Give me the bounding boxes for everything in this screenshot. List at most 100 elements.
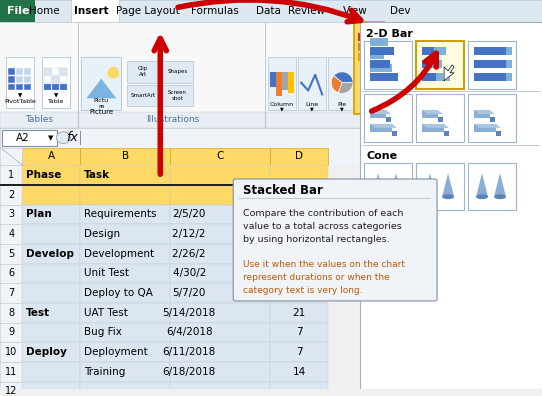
Bar (288, 72, 294, 93)
Bar (60, 84, 67, 91)
Text: Page Layout: Page Layout (117, 6, 180, 16)
Text: 1: 1 (8, 170, 15, 180)
Bar (384, 22, 385, 128)
Polygon shape (370, 110, 391, 114)
Bar (170, 185, 270, 205)
Bar (80, 323, 170, 342)
Bar (370, 110, 386, 118)
Text: 9: 9 (8, 327, 15, 337)
Bar (416, 163, 464, 210)
Bar (436, 73, 450, 81)
Text: fx: fx (67, 131, 78, 144)
Text: 7: 7 (8, 288, 15, 298)
Bar (358, 53, 378, 61)
Bar (370, 64, 392, 72)
Bar (80, 224, 170, 244)
Bar (80, 205, 170, 224)
Text: Plan: Plan (27, 209, 52, 219)
Bar (270, 205, 328, 224)
Bar (22, 342, 80, 362)
Bar (370, 60, 390, 68)
Text: 7: 7 (296, 327, 302, 337)
Bar (80, 131, 81, 145)
Bar (370, 124, 392, 132)
Bar (8, 84, 15, 91)
Bar (270, 148, 328, 165)
Text: Screen
shot: Screen shot (168, 90, 186, 101)
Text: Deploy to QA: Deploy to QA (85, 288, 153, 298)
Bar (239, 198, 431, 199)
Bar (358, 43, 374, 51)
Text: Insert: Insert (74, 6, 108, 16)
Text: 2: 2 (8, 190, 15, 200)
Text: 2-D Bar: 2-D Bar (366, 29, 413, 40)
Text: A: A (48, 151, 55, 162)
Bar (44, 68, 51, 75)
Bar (358, 33, 380, 41)
Bar (162, 61, 193, 83)
Wedge shape (334, 72, 353, 83)
Bar (270, 165, 328, 185)
Bar (22, 224, 80, 244)
Text: Develop: Develop (27, 249, 74, 259)
Text: Design: Design (85, 229, 120, 239)
Text: 7: 7 (296, 347, 302, 357)
Ellipse shape (424, 194, 436, 199)
Polygon shape (424, 173, 436, 197)
Bar (354, 22, 384, 114)
Bar (444, 131, 449, 136)
Bar (80, 264, 170, 283)
Bar (468, 94, 516, 142)
Ellipse shape (442, 194, 454, 199)
Text: View: View (343, 6, 367, 16)
Bar (80, 165, 170, 185)
Bar (506, 47, 512, 55)
Bar (468, 41, 516, 89)
Bar (72, 0, 119, 22)
Text: D: D (295, 151, 303, 162)
Bar (265, 22, 266, 128)
Bar (266, 112, 384, 128)
Bar (370, 38, 388, 46)
Bar (422, 60, 432, 68)
Bar (1, 342, 22, 362)
Text: 6/11/2018: 6/11/2018 (163, 347, 216, 357)
Bar (22, 362, 80, 382)
Text: Task: Task (85, 170, 111, 180)
Bar (22, 264, 80, 283)
Bar (127, 85, 159, 106)
Bar (81, 57, 121, 110)
Bar (80, 283, 170, 303)
Bar (170, 148, 270, 165)
Text: 2/5/20: 2/5/20 (172, 209, 206, 219)
Bar (79, 112, 265, 128)
Bar (422, 73, 436, 81)
Bar (474, 124, 496, 132)
Bar (270, 382, 328, 396)
Bar (170, 283, 270, 303)
Bar (22, 382, 80, 396)
Text: Deployment: Deployment (85, 347, 148, 357)
Bar (1, 323, 22, 342)
Wedge shape (331, 76, 342, 93)
Text: 4: 4 (8, 229, 15, 239)
Bar (170, 224, 270, 244)
Bar (162, 85, 193, 106)
Bar (432, 60, 442, 68)
Bar (490, 117, 495, 122)
Bar (44, 76, 51, 83)
Bar (438, 117, 443, 122)
Text: Stacked Bar: Stacked Bar (243, 184, 323, 197)
Bar (16, 76, 23, 83)
Circle shape (107, 67, 119, 79)
Text: Deploy: Deploy (27, 347, 67, 357)
Bar (364, 163, 412, 210)
Text: 6: 6 (8, 268, 15, 278)
Bar (60, 68, 67, 75)
Polygon shape (474, 110, 495, 114)
Bar (276, 72, 282, 96)
Bar (496, 131, 501, 136)
Bar (80, 342, 170, 362)
Polygon shape (422, 110, 443, 114)
Ellipse shape (476, 194, 488, 199)
